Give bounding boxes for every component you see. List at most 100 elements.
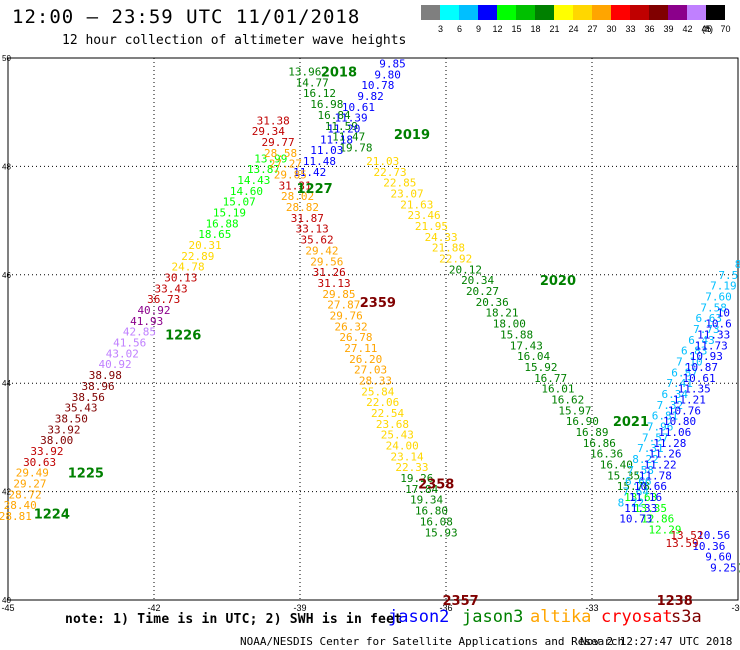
wave-height-value: 40.92: [137, 304, 170, 317]
wave-height-value: 18.21: [485, 307, 518, 320]
credit-date: Nov 2 12:27:47 UTC 2018: [580, 635, 733, 648]
wave-height-value: 30.13: [164, 272, 197, 285]
track-time-label: 2021: [613, 415, 649, 430]
wave-height-value: 11.73: [695, 339, 728, 352]
y-tick-label: 50: [2, 54, 11, 63]
wave-height-value: 25.84: [361, 385, 394, 398]
wave-height-value: 16.04: [517, 350, 550, 363]
track-time-label: 2358: [418, 477, 454, 492]
wave-height-value: 27.87: [327, 299, 360, 312]
wave-height-value: 11.20: [327, 122, 360, 135]
wave-height-value: 13.87: [247, 163, 280, 176]
wave-height-value: 16.08: [420, 515, 453, 528]
wave-height-value: 41.56: [113, 337, 146, 350]
wave-height-value: 11.28: [653, 437, 686, 450]
wave-height-value: 16.62: [551, 393, 584, 406]
track-time-label: 2019: [394, 128, 430, 143]
wave-height-value: 29.49: [16, 467, 49, 480]
wave-height-value: 22.85: [383, 177, 416, 190]
colorbar-swatch: [649, 5, 668, 20]
colorbar-swatch: [554, 5, 573, 20]
wave-height-value: 19.78: [339, 141, 372, 154]
y-tick-label: 40: [2, 596, 11, 605]
footnote: note: 1) Time is in UTC; 2) SWH is in fe…: [65, 612, 403, 627]
wave-height-value: 10.80: [663, 415, 696, 428]
colorbar-label: 24: [568, 24, 579, 34]
wave-height-value: 35.43: [64, 402, 97, 415]
track-time-label: 1224: [34, 507, 70, 522]
wave-height-value: 9.82: [357, 90, 384, 103]
wave-height-value: 7.96: [647, 421, 674, 434]
wave-height-value: 11.18: [320, 133, 353, 146]
wave-height-value: 22.54: [371, 407, 404, 420]
wave-height-value: 11.59: [325, 120, 358, 133]
wave-height-value: 10.87: [685, 361, 718, 374]
colorbar-swatch: [611, 5, 630, 20]
wave-height-value: 16.40: [600, 459, 633, 472]
wave-height-value: 23.68: [376, 418, 409, 431]
colorbar-label: 42: [682, 24, 693, 34]
x-tick-label: -30: [731, 603, 740, 613]
wave-height-value: 13.52: [670, 529, 703, 542]
wave-height-value: 27.11: [344, 342, 377, 355]
wave-height-value: 6.34: [661, 388, 688, 401]
wave-height-value: 38.50: [55, 412, 88, 425]
colorbar-label: 12: [492, 24, 503, 34]
wave-height-value: 7.31: [637, 442, 664, 455]
wave-height-value: 16.12: [303, 87, 336, 100]
colorbar-swatch: [630, 5, 649, 20]
colorbar-label: 18: [530, 24, 541, 34]
track-time-label: 2020: [540, 274, 576, 289]
wave-height-value: 29.27: [13, 477, 46, 490]
wave-height-value: 31.26: [313, 266, 346, 279]
wave-height-value: 28.33: [359, 374, 392, 387]
legend-s3a: s3a: [671, 607, 702, 627]
wave-height-value: 7.60: [705, 290, 732, 303]
wave-height-value: 33.92: [47, 423, 80, 436]
wave-height-value: 8.22: [632, 453, 659, 466]
colorbar-label: 21: [549, 24, 560, 34]
wave-height-value: 7.64: [623, 486, 650, 499]
colorbar-swatch: [440, 5, 459, 20]
wave-height-value: 28.72: [8, 488, 41, 501]
wave-height-value: 8.22: [618, 496, 645, 509]
wave-height-value: 16.89: [575, 426, 608, 439]
wave-height-value: 22.73: [373, 166, 406, 179]
wave-height-value: 16.80: [415, 505, 448, 518]
wave-height-value: 24.00: [386, 440, 419, 453]
wave-height-value: 19.34: [410, 494, 443, 507]
x-tick-label: -39: [293, 603, 306, 613]
y-tick-label: 44: [2, 379, 11, 388]
wave-height-value: 16.90: [566, 415, 599, 428]
track-time-label: 2: [738, 561, 740, 576]
wave-height-value: 23.46: [408, 209, 441, 222]
wave-height-value: 25.43: [381, 429, 414, 442]
wave-height-value: 11.26: [648, 448, 681, 461]
wave-height-value: 7.41: [666, 377, 693, 390]
y-tick-label: 46: [2, 271, 11, 280]
legend-altika: altika: [530, 607, 592, 627]
wave-height-value: 15.78: [617, 480, 650, 493]
colorbar-swatch: [516, 5, 535, 20]
wave-height-value: 11.06: [658, 426, 691, 439]
wave-height-value: 15.07: [223, 196, 256, 209]
wave-height-value: 28.02: [281, 190, 314, 203]
wave-height-value: 11.35: [678, 383, 711, 396]
wave-height-value: 16.01: [541, 383, 574, 396]
track-time-label: 1238: [657, 594, 693, 609]
wave-height-value: 20.12: [449, 263, 482, 276]
wave-height-value: 16.77: [534, 372, 567, 385]
wave-height-value: 33.43: [154, 282, 187, 295]
wave-height-value: 27.27: [269, 158, 302, 171]
credit-text: NOAA/NESDIS Center for Satellite Applica…: [240, 635, 625, 648]
wave-height-value: 13.99: [254, 152, 287, 165]
wave-height-value: 28.40: [4, 499, 37, 512]
wave-height-value: 12.86: [641, 513, 674, 526]
wave-height-value: 21.88: [432, 242, 465, 255]
wave-height-value: 10.61: [683, 372, 716, 385]
wave-height-value: 38.00: [40, 434, 73, 447]
wave-height-value: 40.92: [99, 358, 132, 371]
wave-height-value: 10.93: [690, 350, 723, 363]
wave-height-value: 35.62: [300, 234, 333, 247]
